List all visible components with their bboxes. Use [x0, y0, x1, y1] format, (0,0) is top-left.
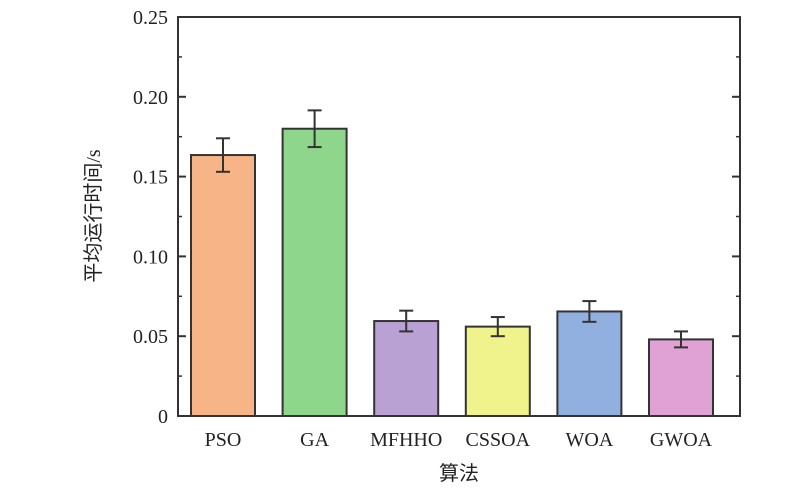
bar-gwoa: [648, 338, 714, 417]
x-axis-label: 算法: [439, 462, 479, 485]
bar-woa: [556, 310, 623, 418]
bar-cssoa: [464, 325, 531, 417]
y-tick-label: 0.10: [133, 246, 168, 268]
x-tick-label: WOA: [566, 429, 614, 451]
y-tick-label: 0.25: [133, 7, 168, 29]
bar-pso: [190, 154, 256, 418]
y-tick-label: 0.15: [133, 167, 168, 189]
bar-ga: [281, 127, 348, 417]
y-tick-label: 0.05: [133, 326, 168, 348]
x-tick-label: GA: [300, 429, 329, 451]
x-tick-label: CSSOA: [466, 429, 531, 451]
x-tick-label: MFHHO: [370, 429, 442, 451]
x-tick-label: GWOA: [650, 429, 713, 451]
x-tick-label: PSO: [205, 429, 242, 451]
bar-mfhho: [373, 320, 440, 417]
y-axis-label: 平均运行时间/s: [82, 149, 105, 283]
y-tick-label: 0.20: [133, 87, 168, 109]
y-tick-label: 0: [158, 406, 168, 428]
